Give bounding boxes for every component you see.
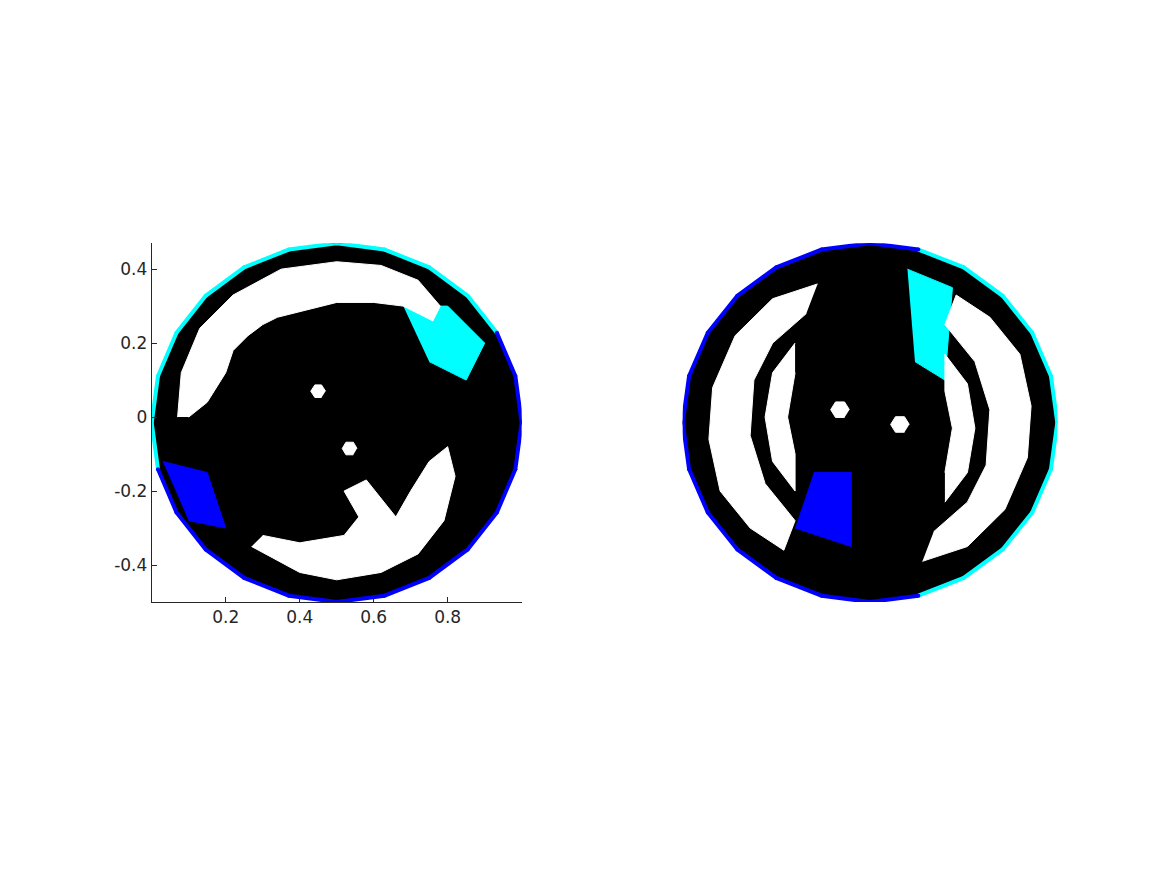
- svg-text:0: 0: [136, 407, 147, 427]
- svg-text:0.2: 0.2: [212, 607, 239, 627]
- svg-text:0.4: 0.4: [120, 259, 147, 279]
- svg-text:0.2: 0.2: [120, 333, 147, 353]
- svg-text:0.4: 0.4: [286, 607, 313, 627]
- svg-text:0.8: 0.8: [434, 607, 461, 627]
- svg-text:0.6: 0.6: [360, 607, 387, 627]
- svg-text:-0.2: -0.2: [114, 481, 147, 501]
- svg-text:-0.4: -0.4: [114, 555, 147, 575]
